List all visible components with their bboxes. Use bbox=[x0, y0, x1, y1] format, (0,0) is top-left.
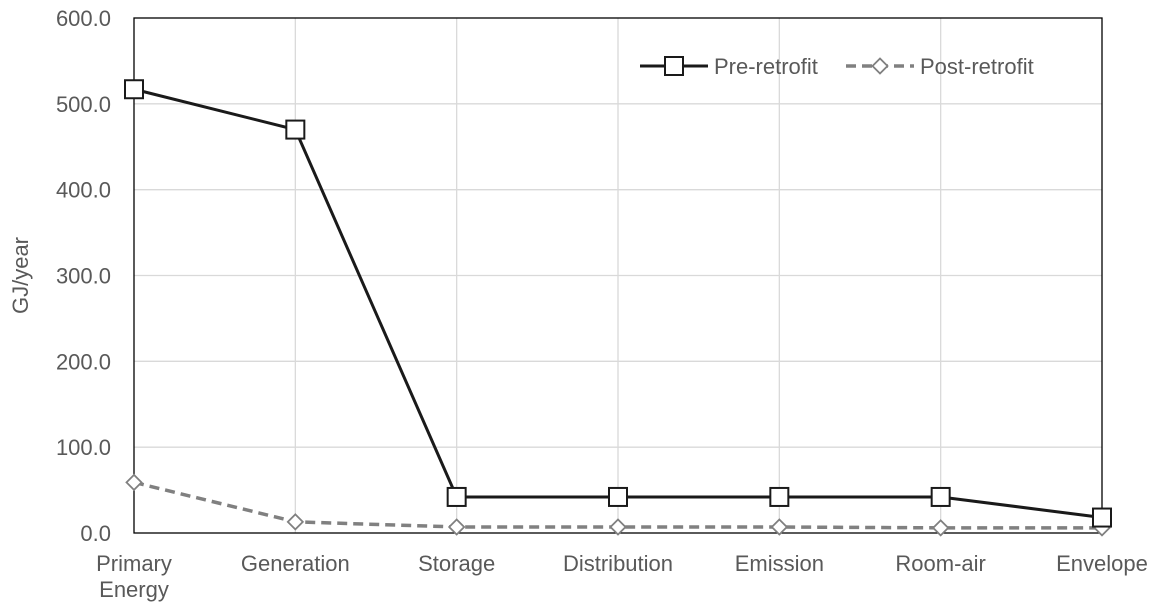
data-point-diamond bbox=[770, 518, 789, 536]
legend-entry: Post-retrofit bbox=[846, 54, 1034, 79]
x-tick-label: Envelope bbox=[1056, 551, 1148, 576]
x-tick-label: Distribution bbox=[563, 551, 673, 576]
x-tick-label: Primary Energy bbox=[96, 551, 172, 602]
legend-label: Post-retrofit bbox=[920, 54, 1034, 79]
data-point-diamond bbox=[286, 513, 305, 531]
x-axis-ticks: Primary Energy Generation Storage Distributi… bbox=[96, 551, 1148, 602]
x-tick-label: Storage bbox=[418, 551, 495, 576]
data-point-diamond bbox=[447, 518, 466, 536]
data-point-square bbox=[769, 486, 790, 507]
y-tick-label: 500.0 bbox=[56, 92, 111, 117]
legend-entry: Pre-retrofit bbox=[640, 54, 818, 79]
data-point-square bbox=[930, 486, 951, 507]
data-point-square bbox=[1092, 507, 1112, 528]
y-tick-label: 100.0 bbox=[56, 435, 111, 460]
data-point-diamond bbox=[125, 473, 143, 492]
series-lines bbox=[124, 79, 1112, 537]
y-tick-label: 300.0 bbox=[56, 264, 111, 289]
y-tick-label: 400.0 bbox=[56, 178, 111, 203]
y-tick-label: 0.0 bbox=[80, 521, 111, 546]
data-point-diamond bbox=[931, 519, 950, 537]
x-tick-label: Room-air bbox=[895, 551, 985, 576]
y-tick-label: 600.0 bbox=[56, 6, 111, 31]
gridlines bbox=[134, 18, 1102, 533]
series-pre-retrofit bbox=[124, 79, 1112, 528]
legend-marker-square bbox=[664, 56, 684, 76]
x-tick-label: Generation bbox=[241, 551, 350, 576]
y-tick-label: 200.0 bbox=[56, 349, 111, 374]
legend: Pre-retrofit Post-retrofit bbox=[640, 54, 1034, 79]
y-axis-title: GJ/year bbox=[8, 237, 33, 314]
data-point-square bbox=[285, 119, 306, 140]
x-tick-label: Emission bbox=[735, 551, 824, 576]
legend-label: Pre-retrofit bbox=[714, 54, 818, 79]
y-axis-ticks: 0.0 100.0 200.0 300.0 400.0 500.0 600.0 bbox=[56, 6, 111, 546]
legend-marker-diamond bbox=[871, 57, 889, 75]
data-point-square bbox=[446, 486, 467, 507]
data-point-diamond bbox=[609, 518, 627, 536]
data-point-square bbox=[608, 486, 628, 507]
data-point-square bbox=[124, 79, 144, 100]
